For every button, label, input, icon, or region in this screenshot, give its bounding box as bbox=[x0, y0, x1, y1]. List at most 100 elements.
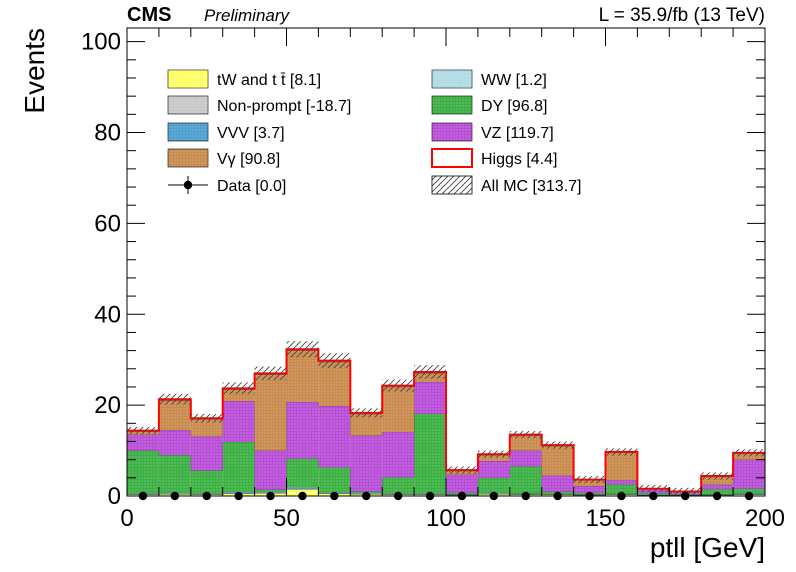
mc-unc-bin-14 bbox=[573, 476, 606, 484]
bar-texture-6-bin-11 bbox=[477, 455, 510, 462]
bar-texture-6-bin-15 bbox=[605, 452, 638, 481]
bar-texture-4-bin-4 bbox=[254, 489, 287, 492]
mc-unc-bin-2 bbox=[190, 414, 223, 423]
y-tick-label-60: 60 bbox=[94, 210, 121, 237]
tick-labels: 0 50 100 150 200 0 20 40 60 80 100 bbox=[81, 29, 785, 532]
mc-unc-bin-17 bbox=[669, 487, 702, 496]
x-tick-label-50: 50 bbox=[273, 505, 300, 532]
bar-texture-4-bin-8 bbox=[382, 477, 415, 494]
legend-swatch-texture-2 bbox=[168, 96, 208, 114]
legend: tW and t t̄ [8.1] WW [1.2] Non-prompt [-18… bbox=[167, 69, 581, 195]
bar-texture-4-bin-3 bbox=[222, 441, 255, 492]
y-tick-label-80: 80 bbox=[94, 120, 121, 147]
bar-texture-5-bin-8 bbox=[382, 431, 415, 478]
y-tick-label-40: 40 bbox=[94, 301, 121, 328]
legend-label-6: Vγ [90.8] bbox=[217, 151, 280, 168]
mc-unc-bin-1 bbox=[158, 393, 191, 405]
legend-label-3: DY [96.8] bbox=[481, 98, 547, 115]
mc-unc-bin-7 bbox=[350, 408, 383, 418]
status-label: Preliminary bbox=[204, 6, 291, 25]
mc-unc-bin-16 bbox=[637, 485, 670, 493]
y-tick-label-20: 20 bbox=[94, 392, 121, 419]
bar-texture-4-bin-0 bbox=[127, 450, 159, 494]
mc-unc-bin-3 bbox=[222, 382, 255, 395]
legend-swatch-texture-3 bbox=[432, 96, 472, 114]
bar-texture-5-bin-2 bbox=[190, 436, 223, 471]
bar-texture-4-bin-6 bbox=[318, 467, 351, 493]
mc-unc-bin-9 bbox=[414, 365, 446, 379]
bar-texture-5-bin-0 bbox=[127, 434, 159, 451]
mc-unc-bin-8 bbox=[382, 379, 415, 392]
bar-texture-5-bin-10 bbox=[446, 474, 478, 493]
legend-swatch-texture-6 bbox=[168, 149, 208, 167]
mc-unc-bin-5 bbox=[286, 341, 319, 358]
bar-texture-5-bin-5 bbox=[286, 401, 319, 459]
bar-texture-6-bin-18 bbox=[701, 476, 734, 485]
mc-unc-bin-19 bbox=[733, 449, 765, 457]
legend-label-9: All MC [313.7] bbox=[481, 178, 581, 195]
bar-texture-5-bin-15 bbox=[605, 480, 638, 485]
mc-unc-bin-13 bbox=[541, 441, 574, 449]
legend-label-2: Non-prompt [-18.7] bbox=[217, 98, 351, 115]
bar-texture-4-bin-5 bbox=[286, 458, 319, 488]
bar-texture-4-bin-15 bbox=[605, 484, 638, 494]
bar-texture-6-bin-13 bbox=[541, 446, 574, 476]
y-tick-label-100: 100 bbox=[81, 29, 121, 56]
bar-texture-2-bin-5 bbox=[286, 487, 319, 490]
x-tick-label-100: 100 bbox=[426, 505, 466, 532]
legend-label-8: Data [0.0] bbox=[217, 178, 286, 195]
legend-swatch-texture-5 bbox=[432, 123, 472, 141]
bar-texture-5-bin-12 bbox=[509, 450, 542, 467]
bar-texture-6-bin-5 bbox=[286, 350, 319, 402]
bar-texture-5-bin-13 bbox=[541, 475, 574, 492]
mc-unc-bin-10 bbox=[446, 466, 478, 474]
x-tick-label-0: 0 bbox=[120, 505, 133, 532]
legend-swatch-9 bbox=[431, 175, 473, 195]
legend-label-0: tW and t t̄ [8.1] bbox=[217, 72, 321, 89]
bar-texture-6-bin-19 bbox=[733, 453, 765, 460]
x-tick-label-200: 200 bbox=[745, 505, 785, 532]
x-axis-label: ptll [GeV] bbox=[650, 532, 765, 563]
y-axis-label: Events bbox=[19, 28, 50, 114]
bar-texture-4-bin-9 bbox=[414, 413, 446, 494]
mc-unc-bin-4 bbox=[254, 366, 287, 381]
bar-texture-5-bin-18 bbox=[701, 484, 734, 490]
bar-texture-5-bin-14 bbox=[573, 486, 606, 493]
y-tick-label-0: 0 bbox=[108, 483, 121, 510]
bar-texture-5-bin-3 bbox=[222, 401, 255, 442]
bar-texture-6-bin-12 bbox=[509, 435, 542, 451]
mc-unc-bin-12 bbox=[509, 431, 542, 439]
mc-unc-bin-6 bbox=[318, 353, 351, 369]
experiment-label: CMS bbox=[127, 4, 171, 26]
mc-unc-bin-18 bbox=[701, 472, 734, 480]
mc-unc-bin-11 bbox=[477, 450, 510, 458]
mc-unc-bin-15 bbox=[605, 448, 638, 456]
mc-uncertainty-band bbox=[127, 341, 765, 496]
bar-texture-4-bin-1 bbox=[158, 455, 191, 493]
legend-swatch-texture-4 bbox=[168, 123, 208, 141]
bar-texture-5-bin-7 bbox=[350, 435, 383, 492]
bar-texture-4-bin-12 bbox=[509, 466, 542, 494]
bar-texture-4-bin-19 bbox=[733, 488, 765, 494]
bar-texture-5-bin-9 bbox=[414, 381, 446, 414]
bar-texture-4-bin-11 bbox=[477, 477, 510, 493]
axis-ticks bbox=[126, 28, 766, 497]
bar-texture-4-bin-2 bbox=[190, 470, 223, 494]
bar-texture-6-bin-3 bbox=[222, 389, 255, 402]
legend-swatch-7 bbox=[431, 148, 473, 168]
legend-label-4: VVV [3.7] bbox=[217, 125, 285, 142]
legend-swatch-texture-0 bbox=[168, 70, 208, 88]
legend-label-7: Higgs [4.4] bbox=[481, 151, 557, 168]
legend-label-1: WW [1.2] bbox=[481, 72, 547, 89]
bar-texture-5-bin-19 bbox=[733, 459, 765, 489]
bar-texture-5-bin-4 bbox=[254, 450, 287, 490]
bar-texture-6-bin-1 bbox=[158, 400, 191, 431]
mc-unc-bin-0 bbox=[127, 426, 159, 435]
bar-texture-6-bin-8 bbox=[382, 386, 415, 432]
bar-texture-5-bin-1 bbox=[158, 430, 191, 456]
plot-stack bbox=[127, 348, 765, 496]
bar-texture-6-bin-6 bbox=[318, 361, 351, 407]
bar-texture-5-bin-6 bbox=[318, 406, 351, 468]
bar-texture-6-bin-4 bbox=[254, 374, 287, 451]
